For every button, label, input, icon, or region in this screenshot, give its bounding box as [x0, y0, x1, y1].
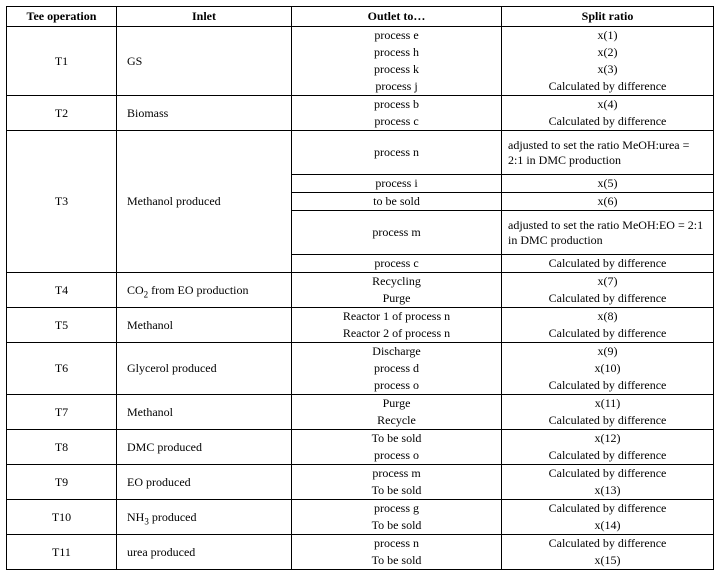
t4-out-1: Purge: [292, 290, 501, 307]
t4-out-0: Recycling: [292, 273, 501, 290]
th-ratio: Split ratio: [502, 7, 714, 27]
th-tee: Tee operation: [7, 7, 117, 27]
t1-ratio-0: x(1): [502, 27, 713, 44]
t11-row: T11 urea produced process n To be sold C…: [7, 535, 714, 570]
t6-tee: T6: [7, 360, 116, 377]
t8-out-1: process o: [292, 447, 501, 464]
t6-ratio-2: Calculated by difference: [502, 377, 713, 394]
t11-out-0: process n: [292, 535, 501, 552]
t4-ratio-1: Calculated by difference: [502, 290, 713, 307]
t7-row: T7 Methanol Purge Recycle x(11) Calculat…: [7, 395, 714, 430]
t10-row: T10 NH3 produced process g To be sold Ca…: [7, 500, 714, 535]
t2-ratio-0: x(4): [502, 96, 713, 113]
t6-out-2: process o: [292, 377, 501, 394]
t8-inlet: DMC produced: [117, 439, 291, 456]
t1-row: T1 GS process e process h process k proc…: [7, 27, 714, 96]
t8-tee: T8: [7, 439, 116, 456]
t7-out-1: Recycle: [292, 412, 501, 429]
t1-tee: T1: [7, 53, 116, 70]
t1-out-0: process e: [292, 27, 501, 44]
t11-out-1: To be sold: [292, 552, 501, 569]
t2-inlet: Biomass: [117, 105, 291, 122]
t7-inlet: Methanol: [117, 404, 291, 421]
t9-inlet: EO produced: [117, 474, 291, 491]
t8-out-0: To be sold: [292, 430, 501, 447]
t3-inlet: Methanol produced: [117, 193, 291, 210]
t9-ratio-0: Calculated by difference: [502, 465, 713, 482]
t1-out-3: process j: [292, 78, 501, 95]
t9-ratio-1: x(13): [502, 482, 713, 499]
t1-ratio-3: Calculated by difference: [502, 78, 713, 95]
t5-row: T5 Methanol Reactor 1 of process n React…: [7, 308, 714, 343]
t5-out-0: Reactor 1 of process n: [292, 308, 501, 325]
t8-ratio-1: Calculated by difference: [502, 447, 713, 464]
t8-row: T8 DMC produced To be sold process o x(1…: [7, 430, 714, 465]
header-row: Tee operation Inlet Outlet to… Split rat…: [7, 7, 714, 27]
t6-out-0: Discharge: [292, 343, 501, 360]
t3-tee: T3: [7, 193, 116, 210]
t5-out-1: Reactor 2 of process n: [292, 325, 501, 342]
t4-inlet-pre: CO: [127, 283, 144, 297]
t5-ratio-1: Calculated by difference: [502, 325, 713, 342]
t2-out-1: process c: [292, 113, 501, 130]
t6-ratio-0: x(9): [502, 343, 713, 360]
t1-ratio-1: x(2): [502, 44, 713, 61]
t10-inlet-pre: NH: [127, 510, 144, 524]
t9-out-1: To be sold: [292, 482, 501, 499]
t5-tee: T5: [7, 317, 116, 334]
t3-ratio-long1: adjusted to set the ratio MeOH:urea = 2:…: [502, 137, 713, 169]
t3-ratio-cbd: Calculated by difference: [502, 255, 713, 272]
t9-out-0: process m: [292, 465, 501, 482]
t1-inlet: GS: [117, 53, 291, 70]
t3-ratio-x6: x(6): [502, 193, 713, 210]
t11-tee: T11: [7, 544, 116, 561]
t2-ratio-1: Calculated by difference: [502, 113, 713, 130]
t2-tee: T2: [7, 105, 116, 122]
t11-inlet: urea produced: [117, 544, 291, 561]
t3-out-0: process n: [292, 131, 501, 174]
t5-inlet: Methanol: [117, 317, 291, 334]
t9-row: T9 EO produced process m To be sold Calc…: [7, 465, 714, 500]
t10-tee: T10: [7, 509, 116, 526]
t7-ratio-1: Calculated by difference: [502, 412, 713, 429]
th-inlet: Inlet: [117, 7, 292, 27]
t7-ratio-0: x(11): [502, 395, 713, 412]
t3-row-1: T3 Methanol produced process n adjusted …: [7, 131, 714, 175]
tee-table: Tee operation Inlet Outlet to… Split rat…: [6, 6, 714, 570]
t11-ratio-0: Calculated by difference: [502, 535, 713, 552]
t6-ratio-1: x(10): [502, 360, 713, 377]
t3-out-2: to be sold: [292, 193, 501, 210]
t4-ratio-0: x(7): [502, 273, 713, 290]
t3-out-3: process m: [292, 211, 501, 254]
t10-inlet-post: produced: [149, 510, 197, 524]
t10-inlet: NH3 produced: [117, 509, 291, 526]
t11-ratio-1: x(15): [502, 552, 713, 569]
t9-tee: T9: [7, 474, 116, 491]
t2-row: T2 Biomass process b process c x(4) Calc…: [7, 96, 714, 131]
t8-ratio-0: x(12): [502, 430, 713, 447]
t1-out-2: process k: [292, 61, 501, 78]
th-outlet: Outlet to…: [292, 7, 502, 27]
t10-out-1: To be sold: [292, 517, 501, 534]
t3-out-1: process i: [292, 175, 501, 192]
t2-out-0: process b: [292, 96, 501, 113]
t3-ratio-x5: x(5): [502, 175, 713, 192]
t4-inlet: CO2 from EO production: [117, 282, 291, 299]
t1-ratio-2: x(3): [502, 61, 713, 78]
t3-ratio-long2: adjusted to set the ratio MeOH:EO = 2:1 …: [502, 217, 713, 249]
t7-tee: T7: [7, 404, 116, 421]
t10-ratio-1: x(14): [502, 517, 713, 534]
t5-ratio-0: x(8): [502, 308, 713, 325]
t6-out-1: process d: [292, 360, 501, 377]
t4-tee: T4: [7, 282, 116, 299]
t6-inlet: Glycerol produced: [117, 360, 291, 377]
t4-inlet-post: from EO production: [148, 283, 248, 297]
t4-row: T4 CO2 from EO production Recycling Purg…: [7, 273, 714, 308]
t6-row: T6 Glycerol produced Discharge process d…: [7, 343, 714, 395]
t7-out-0: Purge: [292, 395, 501, 412]
t3-out-4: process c: [292, 255, 501, 272]
t1-out-1: process h: [292, 44, 501, 61]
